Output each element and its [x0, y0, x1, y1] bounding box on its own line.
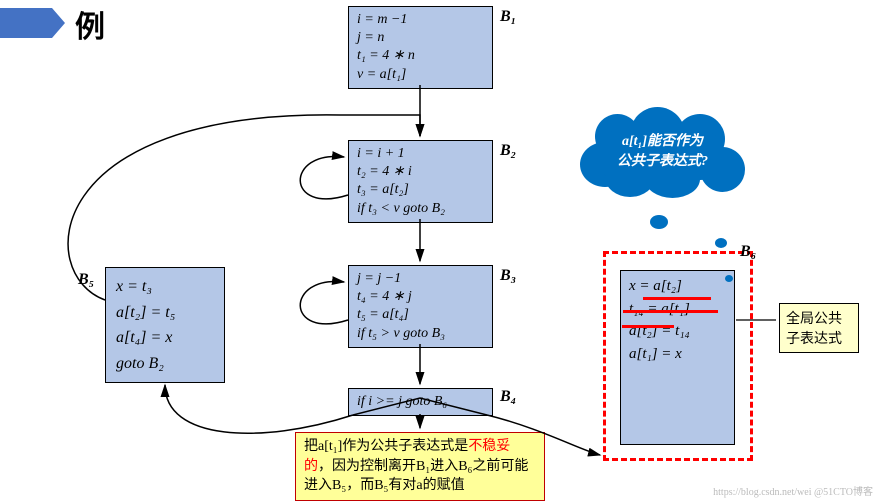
strike-line-3 — [622, 325, 674, 328]
block-b2: i = i + 1 t₂ = 4 ∗ i t₃ = a[t₂] if t₃ < … — [348, 140, 493, 223]
sidebar-note: 全局公共 子表达式 — [779, 303, 859, 353]
cloud-line2: 公共子表达式? — [575, 150, 750, 170]
block-b5: x = t₃ a[t₂] = t₅ a[t₄] = x goto B₂ — [105, 267, 225, 383]
label-b2: B₂ — [500, 142, 516, 160]
strike-line-2 — [623, 310, 718, 313]
watermark: https://blog.csdn.net/wei @51CTO博客 — [713, 483, 873, 498]
block-b3: j = j −1 t₄ = 4 ∗ j t₅ = a[t₄] if t₅ > v… — [348, 265, 493, 348]
b5-line: goto B₂ — [116, 351, 214, 377]
header-arrow-shape — [0, 8, 65, 38]
note-line2: 子表达式 — [786, 328, 852, 348]
bottom-pre: 把a[t₁]作为公共子表达式是 — [304, 439, 468, 454]
cloud-drop-3 — [725, 275, 733, 282]
b2-line: t₂ = 4 ∗ i — [357, 163, 484, 181]
b5-line: a[t₂] = t₅ — [116, 300, 214, 326]
b3-line: t₄ = 4 ∗ j — [357, 288, 484, 306]
b6-line: a[t₁] = x — [629, 343, 726, 366]
b4-line: if i >= j goto B₆ — [357, 393, 484, 411]
b6-line: a[t₂] = t₁₄ — [629, 320, 726, 343]
b6-line: t₁₄ = a[t₁] — [629, 298, 726, 321]
strike-line-1 — [643, 297, 711, 300]
block-b1: i = m −1 j = n t₁ = 4 ∗ n v = a[t₁] — [348, 6, 493, 89]
b1-line: v = a[t₁] — [357, 66, 484, 84]
b3-line: t₅ = a[t₄] — [357, 306, 484, 324]
b2-line: t₃ = a[t₂] — [357, 181, 484, 199]
b3-line: j = j −1 — [357, 270, 484, 288]
b1-line: i = m −1 — [357, 11, 484, 29]
bottom-note: 把a[t₁]作为公共子表达式是不稳妥的，因为控制离开B₁进入B₆之前可能进入B₅… — [295, 432, 545, 501]
label-b5: B₅ — [78, 271, 94, 289]
bottom-post: ，因为控制离开B₁进入B₆之前可能进入B₅，而B₅有对a的赋值 — [304, 459, 528, 494]
b3-line: if t₅ > v goto B₃ — [357, 325, 484, 343]
b5-line: a[t₄] = x — [116, 325, 214, 351]
b1-line: j = n — [357, 29, 484, 47]
cloud-text: a[t₁]能否作为 公共子表达式? — [575, 130, 750, 170]
question-cloud: a[t₁]能否作为 公共子表达式? — [575, 112, 750, 197]
b2-line: i = i + 1 — [357, 145, 484, 163]
b2-line: if t₃ < v goto B₂ — [357, 200, 484, 218]
b5-line: x = t₃ — [116, 274, 214, 300]
b6-line: x = a[t₂] — [629, 275, 726, 298]
label-b1: B₁ — [500, 8, 516, 26]
label-b6: B₆ — [740, 243, 756, 261]
label-b4: B₄ — [500, 388, 516, 406]
note-line1: 全局公共 — [786, 308, 852, 328]
cloud-drop-2 — [715, 238, 727, 248]
block-b4: if i >= j goto B₆ — [348, 388, 493, 416]
b1-line: t₁ = 4 ∗ n — [357, 47, 484, 65]
page-title: 例 — [75, 2, 105, 46]
label-b3: B₃ — [500, 267, 516, 285]
cloud-drop-1 — [650, 215, 668, 229]
cloud-line1: a[t₁]能否作为 — [575, 130, 750, 150]
